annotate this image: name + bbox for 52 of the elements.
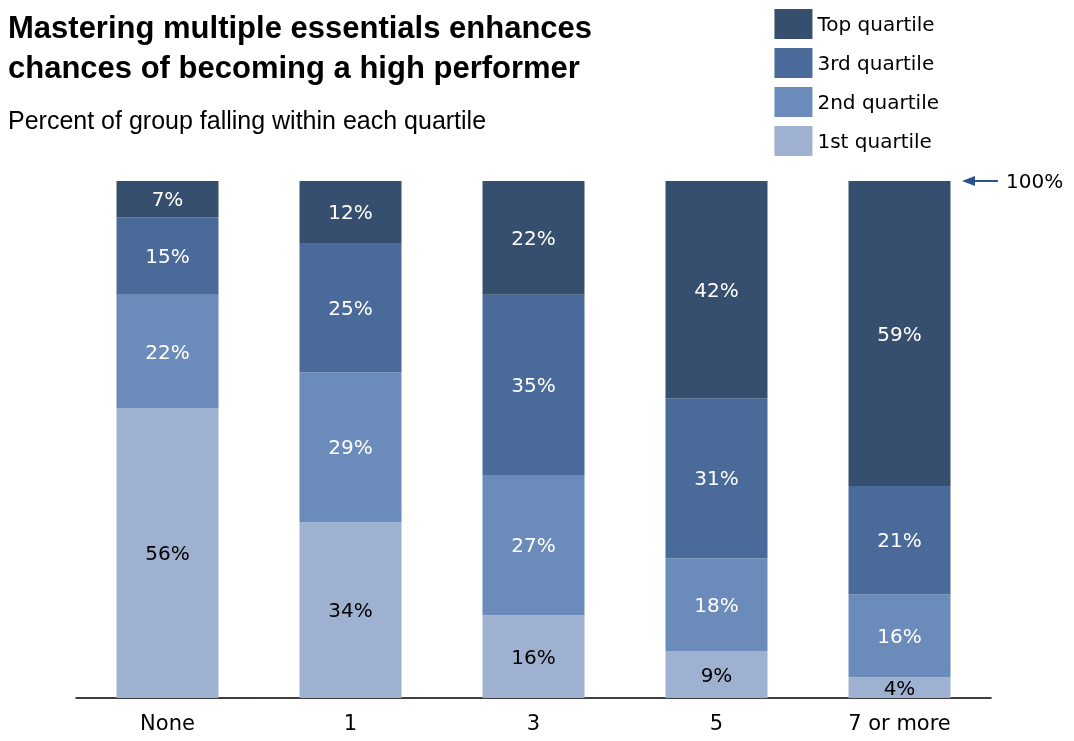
data-label: 56% — [145, 541, 190, 566]
data-label: 22% — [145, 339, 190, 364]
data-label: 15% — [145, 243, 190, 268]
data-label: 31% — [694, 466, 739, 491]
data-label: 7% — [151, 187, 184, 212]
bar — [116, 181, 219, 218]
data-label: 4% — [883, 675, 916, 700]
bar — [665, 558, 768, 652]
chart-subtitle: Percent of group falling within each quartile — [8, 106, 487, 135]
bar — [299, 181, 402, 244]
bar — [665, 398, 768, 559]
bar — [665, 181, 768, 399]
data-label: 34% — [328, 598, 373, 623]
bar — [482, 181, 585, 295]
x-tick-label: None — [140, 710, 195, 735]
bar — [116, 217, 219, 295]
legend-label: 3rd quartile — [817, 51, 935, 75]
text: 100% — [1006, 169, 1064, 193]
bar — [848, 181, 951, 487]
bar — [299, 522, 402, 698]
legend-label: Top quartile — [816, 12, 935, 36]
data-label: 59% — [877, 321, 922, 346]
bar — [299, 372, 402, 523]
x-tick-label: 3 — [526, 710, 541, 735]
legend-label: 2nd quartile — [817, 90, 939, 114]
data-label: 42% — [694, 277, 739, 302]
bar — [848, 594, 951, 678]
bar — [482, 615, 585, 698]
data-label: 29% — [328, 435, 373, 460]
x-tick-label: 7 or more — [848, 710, 951, 735]
data-label: 35% — [511, 373, 556, 398]
data-label: 27% — [511, 533, 556, 558]
data-label: 21% — [877, 528, 922, 553]
data-label: 16% — [877, 623, 922, 648]
bar — [482, 294, 585, 476]
x-tick-label: 5 — [709, 710, 724, 735]
bar — [116, 294, 219, 409]
data-label: 25% — [328, 295, 373, 320]
bar — [299, 243, 402, 373]
data-label: 9% — [700, 662, 733, 687]
bar — [116, 408, 219, 698]
bar — [848, 677, 951, 698]
chart-title: Mastering multiple essentials enhances chances of becoming a high performer — [8, 9, 593, 87]
bar — [665, 651, 768, 698]
x-tick-label: 1 — [343, 710, 358, 735]
data-label: 12% — [328, 200, 373, 225]
bar — [848, 486, 951, 595]
data-label: 18% — [694, 592, 739, 617]
data-label: 22% — [511, 225, 556, 250]
legend-label: 1st quartile — [817, 129, 932, 153]
data-label: 16% — [511, 644, 556, 669]
bar — [482, 475, 585, 616]
